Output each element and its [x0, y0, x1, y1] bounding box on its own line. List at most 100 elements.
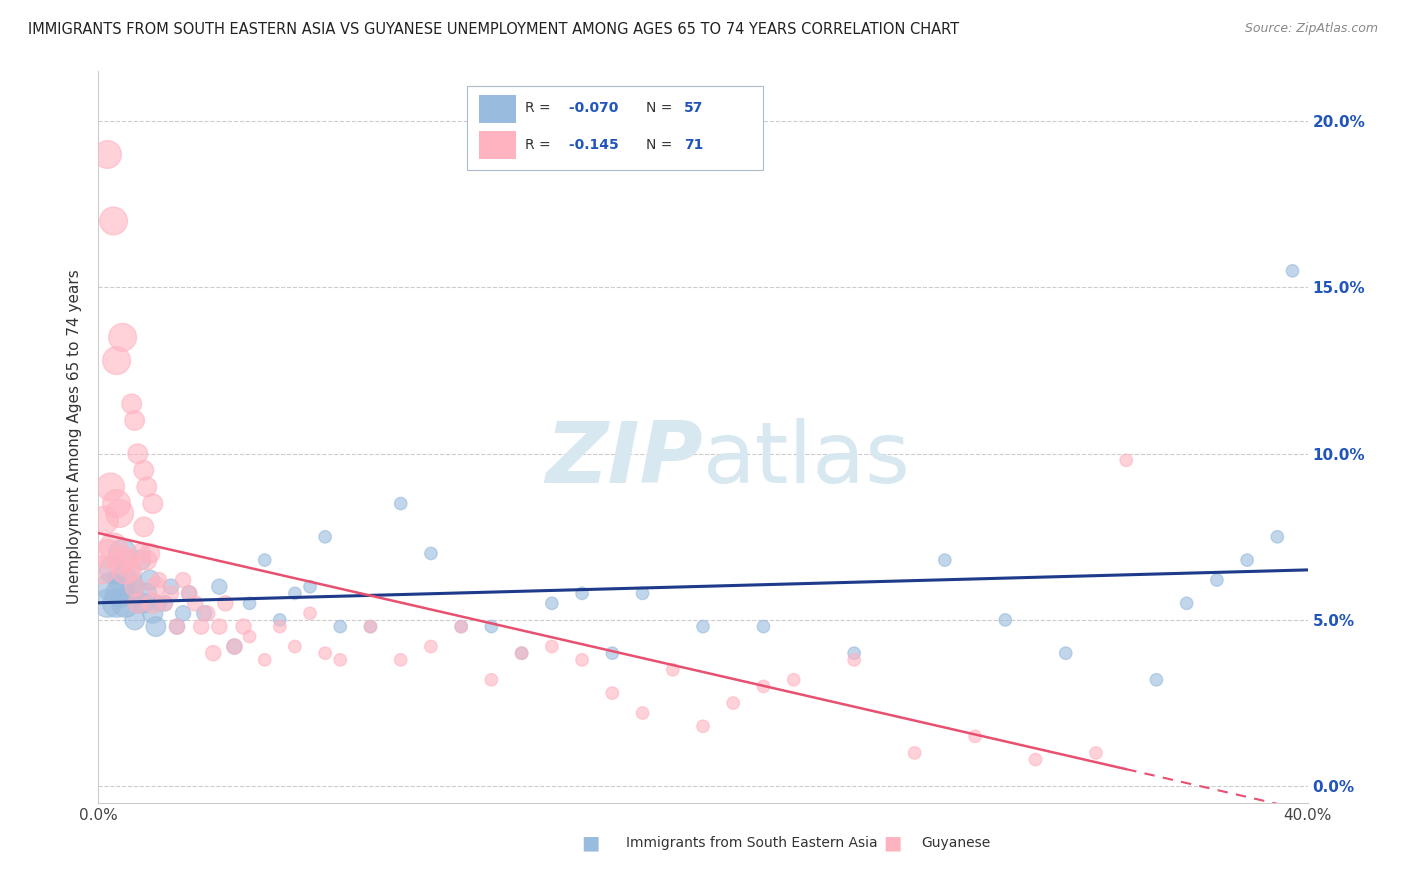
Point: [481, 673, 503, 687]
Point: [111, 330, 134, 344]
Point: [121, 397, 143, 411]
Point: [1144, 673, 1167, 687]
Text: 57: 57: [683, 101, 703, 115]
Point: [510, 646, 533, 660]
Point: [1175, 596, 1198, 610]
Point: [1054, 646, 1077, 660]
Point: [195, 607, 218, 621]
Point: [314, 646, 336, 660]
Point: [142, 596, 165, 610]
Point: [135, 553, 157, 567]
Point: [661, 663, 683, 677]
Point: [121, 563, 143, 577]
Point: [239, 630, 262, 644]
Point: [844, 646, 866, 660]
Point: [105, 497, 128, 511]
Text: 71: 71: [683, 137, 703, 152]
Point: [179, 586, 201, 600]
Point: [481, 619, 503, 633]
Point: [179, 586, 201, 600]
Point: [93, 513, 115, 527]
Point: [1085, 746, 1108, 760]
Point: [269, 613, 291, 627]
Point: [124, 580, 146, 594]
Point: [1024, 753, 1046, 767]
Point: [965, 729, 987, 743]
Text: R =: R =: [526, 101, 555, 115]
Text: ■: ■: [581, 833, 600, 853]
Point: [202, 646, 225, 660]
Point: [510, 646, 533, 660]
Point: [208, 580, 231, 594]
Point: [114, 563, 136, 577]
Point: [420, 546, 443, 560]
Point: [153, 596, 176, 610]
Point: [540, 640, 562, 654]
Point: [148, 596, 170, 610]
Point: [96, 546, 118, 560]
FancyBboxPatch shape: [479, 95, 516, 122]
Point: [127, 447, 149, 461]
Point: [148, 573, 170, 587]
Point: [124, 580, 146, 594]
Text: ZIP: ZIP: [546, 417, 703, 500]
Point: [111, 573, 134, 587]
Point: [103, 563, 125, 577]
Point: [96, 596, 118, 610]
Text: N =: N =: [647, 137, 676, 152]
Point: [631, 586, 654, 600]
Point: [132, 596, 155, 610]
Point: [142, 497, 165, 511]
Point: [139, 546, 162, 560]
Point: [571, 586, 593, 600]
Point: [1281, 264, 1303, 278]
Text: atlas: atlas: [703, 417, 911, 500]
Point: [132, 520, 155, 534]
Text: R =: R =: [526, 137, 555, 152]
Point: [100, 480, 122, 494]
Point: [389, 653, 412, 667]
Point: [166, 619, 188, 633]
Point: [127, 596, 149, 610]
Point: [100, 580, 122, 594]
Point: [389, 497, 412, 511]
Point: [172, 573, 194, 587]
Point: [108, 586, 131, 600]
Point: [1206, 573, 1229, 587]
Point: [692, 719, 714, 733]
Point: [142, 607, 165, 621]
Text: N =: N =: [647, 101, 676, 115]
Point: [540, 596, 562, 610]
Point: [752, 619, 775, 633]
Y-axis label: Unemployment Among Ages 65 to 74 years: Unemployment Among Ages 65 to 74 years: [67, 269, 83, 605]
Point: [284, 640, 307, 654]
Text: ■: ■: [883, 833, 903, 853]
Point: [904, 746, 927, 760]
Point: [153, 596, 176, 610]
Point: [214, 596, 236, 610]
Point: [269, 619, 291, 633]
Point: [934, 553, 956, 567]
Point: [190, 619, 212, 633]
Point: [253, 553, 276, 567]
Point: [105, 353, 128, 368]
Point: [114, 596, 136, 610]
Point: [103, 214, 125, 228]
Point: [994, 613, 1017, 627]
Point: [193, 607, 215, 621]
Point: [224, 640, 246, 654]
Point: [329, 653, 352, 667]
Point: [111, 553, 134, 567]
Point: [96, 147, 118, 161]
Point: [420, 640, 443, 654]
Point: [450, 619, 472, 633]
Point: [360, 619, 382, 633]
Point: [571, 653, 593, 667]
Text: -0.070: -0.070: [564, 101, 619, 115]
Point: [844, 653, 866, 667]
Point: [299, 580, 322, 594]
Point: [329, 619, 352, 633]
Point: [160, 586, 183, 600]
Point: [135, 586, 157, 600]
FancyBboxPatch shape: [467, 86, 763, 170]
